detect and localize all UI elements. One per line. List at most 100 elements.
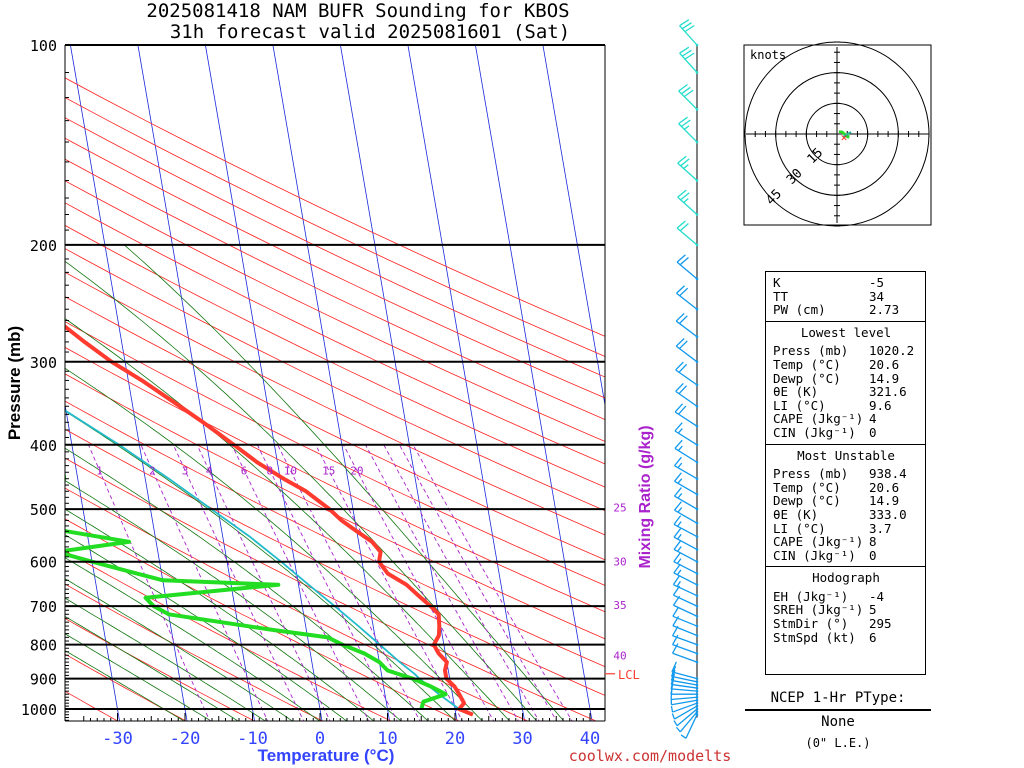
wind-barb xyxy=(676,254,699,281)
barb-shaft xyxy=(672,652,698,663)
dry-adiabat xyxy=(65,202,605,465)
moist-adiabat xyxy=(65,557,321,721)
wind-barb xyxy=(673,501,699,525)
barb-dot xyxy=(695,713,699,717)
wind-barb xyxy=(674,422,699,447)
dry-adiabat xyxy=(65,296,605,561)
barb-shaft xyxy=(671,696,698,701)
wind-barb xyxy=(672,615,699,637)
barb-shaft xyxy=(672,615,698,627)
parcel-profile xyxy=(65,409,460,710)
barb-feather xyxy=(674,439,683,449)
barb-dot xyxy=(695,572,699,575)
most-unstable-row: θE (K) 333.0 xyxy=(773,508,919,522)
chart-title-line1: 2025081418 NAM BUFR Sounding for KBOS xyxy=(146,0,569,22)
wind-barb xyxy=(678,83,699,111)
barb-shaft xyxy=(675,390,698,407)
dry-adiabat xyxy=(65,653,187,721)
barb-half-feather xyxy=(677,462,683,469)
barb-feather xyxy=(678,340,688,350)
mixing-ratio-side-label: 35 xyxy=(613,599,626,612)
dry-adiabat xyxy=(65,400,605,668)
barb-dot xyxy=(695,507,699,511)
mixing-ratio-label: 3 xyxy=(182,464,189,477)
dry-adiabat xyxy=(65,77,605,337)
barb-feather xyxy=(674,422,683,432)
barb-half-feather xyxy=(683,164,689,169)
barb-shaft xyxy=(671,671,698,680)
most-unstable-section: Most Unstable Press (mb) 938.4 Temp (°C) 20… xyxy=(766,443,925,567)
barb-shaft xyxy=(676,292,698,310)
x-tick-label: 40 xyxy=(580,729,600,749)
wind-barb xyxy=(676,285,699,311)
wind-barb xyxy=(674,403,699,428)
barb-feather xyxy=(673,456,682,467)
param-label: Temp (°C) xyxy=(773,479,841,495)
param-value: 8 xyxy=(869,534,877,550)
mixing-ratio-label: 8 xyxy=(267,464,274,477)
isotherm xyxy=(272,45,390,721)
param-label: LI (°C) xyxy=(773,397,826,413)
barb-dot xyxy=(695,360,699,364)
param-label: LI (°C) xyxy=(773,520,826,536)
moist-adiabat xyxy=(65,318,511,721)
x-tick-label: 30 xyxy=(512,729,532,749)
wind-barb xyxy=(676,220,699,247)
barb-dot xyxy=(695,213,699,216)
dry-adiabat xyxy=(65,550,392,721)
wind-barb xyxy=(675,710,699,733)
param-label: Dewp (°C) xyxy=(773,493,841,509)
param-label: Dewp (°C) xyxy=(773,370,841,386)
barb-feather xyxy=(670,669,676,681)
barb-half-feather xyxy=(677,546,682,552)
param-label: CAPE (Jkg⁻¹) xyxy=(773,411,864,427)
barb-dot xyxy=(695,686,699,690)
param-value: 14.9 xyxy=(869,370,900,386)
barb-dot xyxy=(695,704,699,708)
mixing-ratio-side-label: 25 xyxy=(613,501,626,514)
wind-barb xyxy=(670,701,699,713)
barb-feather xyxy=(670,665,677,677)
param-value: 0 xyxy=(869,547,877,563)
wind-barb xyxy=(677,155,699,182)
barb-dot xyxy=(695,277,699,281)
lowest-level-row: θE (K) 321.6 xyxy=(773,385,919,399)
mixing-ratio-side-label: 40 xyxy=(613,649,626,662)
chart-title-line2: 31h forecast valid 2025081601 (Sat) xyxy=(170,21,570,43)
mixing-ratio-line xyxy=(343,444,495,721)
barb-feather xyxy=(671,661,677,673)
barb-half-feather xyxy=(677,521,682,527)
barb-feather xyxy=(675,382,684,392)
barb-dot xyxy=(695,43,699,47)
wind-barb xyxy=(671,643,699,664)
dry-adiabat xyxy=(65,487,529,721)
param-label: StmDir (°) xyxy=(773,616,849,632)
barb-shaft xyxy=(679,25,698,46)
wind-barb xyxy=(679,19,699,47)
barb-shaft xyxy=(675,320,698,338)
chart-grid xyxy=(65,45,605,721)
barb-shaft xyxy=(673,594,698,607)
barb-feather xyxy=(678,385,688,395)
barb-shaft xyxy=(673,536,698,550)
dry-adiabat xyxy=(65,583,324,721)
tt-index-value: 34 xyxy=(869,288,885,304)
barb-feather xyxy=(670,678,675,690)
barb-half-feather xyxy=(677,428,683,434)
param-value: 20.6 xyxy=(869,356,900,372)
barb-dot xyxy=(695,624,699,628)
mixing-ratio-line xyxy=(412,444,573,721)
tt-index-label: TT xyxy=(773,288,789,304)
k-index-label: K xyxy=(773,275,781,290)
dry-adiabat xyxy=(65,428,605,696)
mixing-ratio-side-label: 30 xyxy=(613,556,626,569)
param-label: StmSpd (kt) xyxy=(773,629,856,645)
wind-barb xyxy=(670,678,699,693)
param-value: 1020.2 xyxy=(869,343,915,359)
barb-dot xyxy=(695,477,699,481)
barb-dot xyxy=(695,243,699,247)
barb-feather xyxy=(684,25,695,33)
wind-barb xyxy=(672,575,699,597)
barb-half-feather xyxy=(671,713,676,720)
